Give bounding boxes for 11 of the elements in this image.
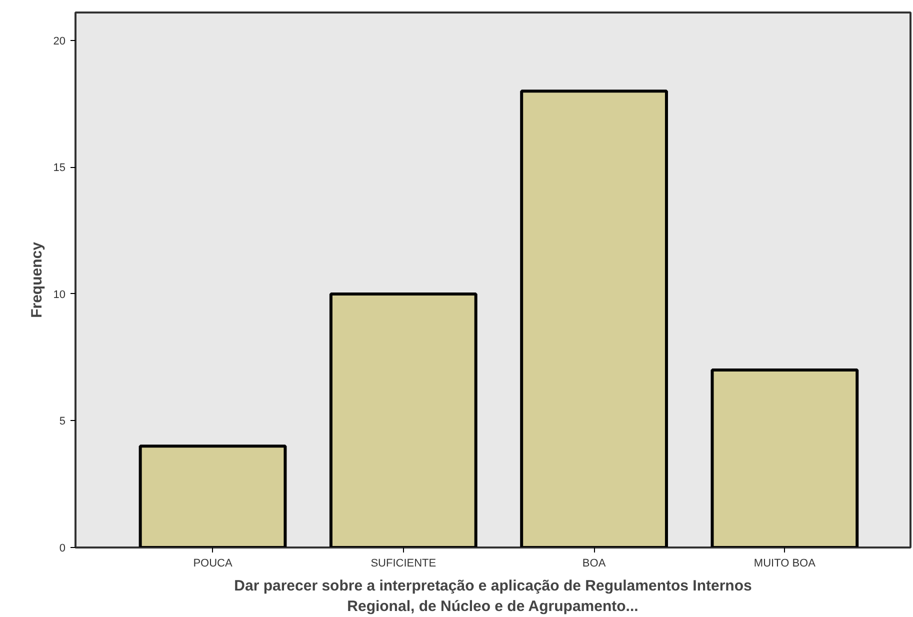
y-tick-label: 10 — [53, 288, 66, 301]
y-tick-label: 5 — [59, 416, 66, 428]
x-tick-label: POUCA — [193, 558, 233, 570]
y-tick-label: 0 — [59, 542, 66, 554]
x-tick-label: BOA — [582, 558, 606, 570]
x-tick-label: MUITO BOA — [754, 558, 816, 570]
x-axis-title: Dar parecer sobre a interpretação e aplicação de Regulamentos Internos Regional, de Núcleo e de Agrupamento... — [234, 578, 752, 615]
x-tick-label: SUFICIENTE — [370, 558, 436, 570]
y-tick-label: 20 — [53, 35, 66, 48]
y-axis-title: Frequency — [28, 241, 46, 318]
y-tick-label: 15 — [53, 162, 66, 174]
